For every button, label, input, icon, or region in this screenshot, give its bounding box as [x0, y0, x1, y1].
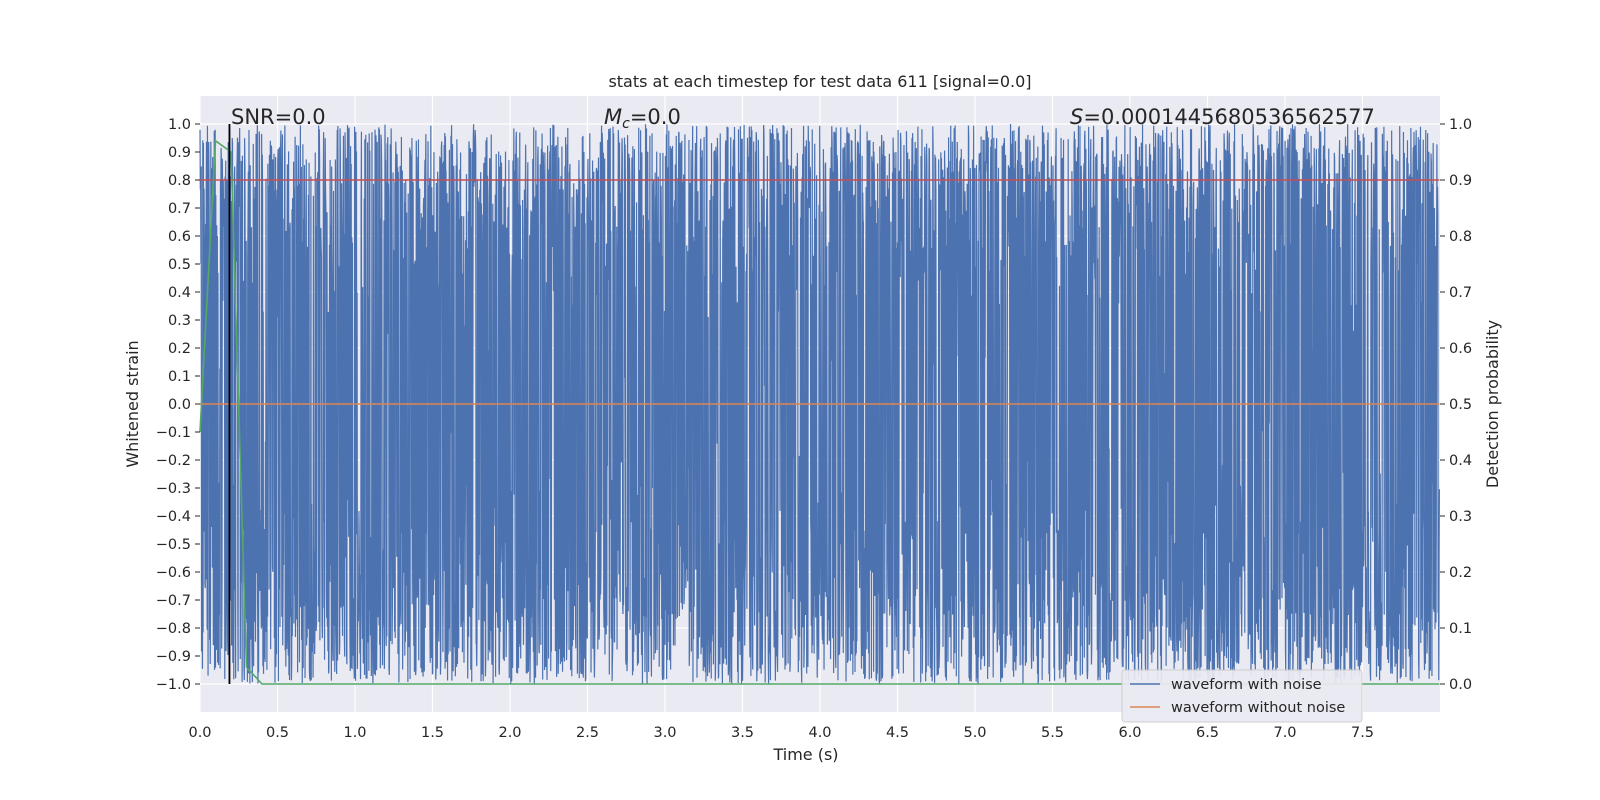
- y2-tick-label: 0.4: [1449, 453, 1472, 469]
- s-statistic-annotation: S=0.0001445680536562577: [1070, 105, 1375, 129]
- y-tick-label: 0.9: [168, 145, 191, 161]
- y-tick-label: −0.7: [156, 593, 191, 609]
- snr-annotation: SNR=0.0: [231, 105, 326, 129]
- y-tick-label: 0.0: [168, 397, 191, 413]
- y2-tick-label: 0.1: [1449, 621, 1472, 637]
- chart-title: stats at each timestep for test data 611…: [608, 72, 1031, 91]
- y-tick-label: −0.2: [156, 453, 191, 469]
- y2-tick-label: 0.8: [1449, 229, 1472, 245]
- x-tick-label: 5.5: [1041, 725, 1064, 741]
- y-tick-label: −1.0: [156, 677, 191, 693]
- x-tick-label: 7.0: [1273, 725, 1296, 741]
- y-tick-label: −0.5: [156, 537, 191, 553]
- mc-subscript: c: [622, 116, 630, 132]
- y-tick-label: 0.4: [168, 285, 191, 301]
- y2-tick-label: 0.5: [1449, 397, 1472, 413]
- y-tick-label: −0.6: [156, 565, 191, 581]
- legend-label-noise: waveform with noise: [1171, 677, 1322, 693]
- x-tick-label: 4.5: [886, 725, 909, 741]
- y2-tick-label: 0.3: [1449, 509, 1472, 525]
- y2-tick-label: 0.9: [1449, 173, 1472, 189]
- y-tick-label: −0.3: [156, 481, 191, 497]
- x-tick-label: 7.5: [1351, 725, 1374, 741]
- x-tick-label: 3.5: [731, 725, 754, 741]
- x-tick-label: 4.0: [808, 725, 831, 741]
- chirp-mass-annotation: Mc=0.0: [604, 105, 681, 132]
- y2-tick-label: 0.0: [1449, 677, 1472, 693]
- y2-tick-label: 1.0: [1449, 117, 1472, 133]
- x-tick-labels: 0.0 0.5 1.0 1.5 2.0 2.5 3.0 3.5 4.0 4.5 5.0 5.5 6.0 6…: [188, 725, 1374, 741]
- y-tick-label: 0.8: [168, 173, 191, 189]
- noise-waveform-line: [199, 124, 1440, 685]
- x-tick-label: 5.0: [963, 725, 986, 741]
- y-tick-label: 0.1: [168, 369, 191, 385]
- x-tick-label: 6.0: [1118, 725, 1141, 741]
- legend-box: [1121, 669, 1363, 723]
- y2-tick-label: 0.6: [1449, 341, 1472, 357]
- y-tick-label: 0.3: [168, 313, 191, 329]
- x-tick-label: 0.5: [266, 725, 289, 741]
- noise-waveform-series: [199, 124, 1440, 685]
- x-tick-label: 1.0: [343, 725, 366, 741]
- y2-tick-label: 0.2: [1449, 565, 1472, 581]
- y-tick-labels: 1.0 0.9 0.8 0.7 0.6 0.5 0.4 0.3 0.2 0.1 0.0 −0.1 −0.…: [156, 117, 200, 693]
- y2-tick-label: 0.7: [1449, 285, 1472, 301]
- legend-label-clean: waveform without noise: [1171, 700, 1345, 716]
- mc-symbol: M: [604, 105, 622, 129]
- y2-tick-labels: 1.0 0.9 0.8 0.7 0.6 0.5 0.4 0.3 0.2 0.1 0.0: [1440, 117, 1472, 693]
- s-symbol: S: [1070, 105, 1083, 129]
- x-tick-label: 2.5: [576, 725, 599, 741]
- x-tick-label: 2.0: [498, 725, 521, 741]
- s-value: =0.0001445680536562577: [1083, 105, 1375, 129]
- x-tick-label: 6.5: [1196, 725, 1219, 741]
- y2-axis-label: Detection probability: [1483, 320, 1502, 488]
- legend: waveform with noise waveform without noi…: [1121, 669, 1363, 723]
- x-axis-label: Time (s): [772, 745, 838, 764]
- detection-probability-line: [199, 139, 1440, 685]
- y-tick-label: 0.7: [168, 201, 191, 217]
- y-tick-label: 0.5: [168, 257, 191, 273]
- x-tick-label: 1.5: [421, 725, 444, 741]
- x-tick-label: 3.0: [653, 725, 676, 741]
- y-tick-label: −0.9: [156, 649, 191, 665]
- overlay-lines: [199, 124, 1440, 685]
- y-tick-label: 1.0: [168, 117, 191, 133]
- y-tick-label: 0.6: [168, 229, 191, 245]
- y-tick-label: −0.8: [156, 621, 191, 637]
- y-tick-label: −0.4: [156, 509, 191, 525]
- mc-value: =0.0: [630, 105, 681, 129]
- y-axis-label: Whitened strain: [123, 340, 142, 467]
- y-tick-label: −0.1: [156, 425, 191, 441]
- y-tick-label: 0.2: [168, 341, 191, 357]
- x-tick-label: 0.0: [188, 725, 211, 741]
